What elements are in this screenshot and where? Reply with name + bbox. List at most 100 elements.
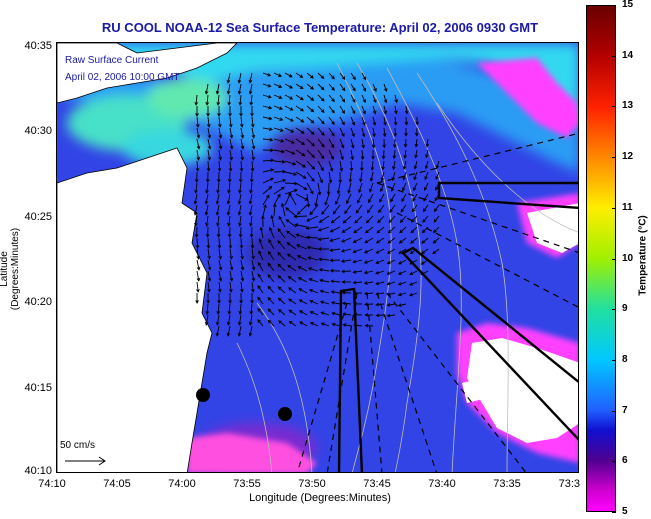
current-vector	[229, 248, 232, 259]
current-vector	[251, 127, 255, 138]
current-vector-head	[397, 282, 402, 286]
current-vector	[394, 105, 397, 114]
current-vector	[342, 215, 352, 224]
current-vector-head	[196, 277, 201, 282]
current-vector	[196, 116, 199, 127]
current-vector-head	[392, 155, 397, 160]
current-vector-head	[227, 102, 232, 106]
current-vector-head	[292, 161, 297, 166]
current-vector	[372, 94, 377, 103]
current-vector	[335, 193, 341, 205]
current-vector-head	[353, 229, 358, 234]
current-vector-head	[347, 189, 351, 194]
current-vector-head	[237, 79, 242, 84]
current-vector	[196, 160, 199, 172]
current-vector-head	[371, 155, 375, 160]
current-vector	[339, 105, 345, 114]
current-vector-head	[352, 87, 356, 92]
current-vector-head	[328, 179, 333, 184]
current-vector-head	[320, 300, 324, 305]
current-vector-head	[249, 179, 254, 183]
current-vector-head	[404, 121, 409, 126]
current-vector-head	[267, 285, 272, 290]
lon-tick-label: 74:10	[38, 478, 66, 490]
current-vector-head	[413, 176, 417, 181]
colorbar-title: Temperature (°C)	[637, 215, 649, 296]
current-vector	[229, 116, 232, 127]
current-vector-head	[286, 230, 290, 235]
current-vector-head	[422, 208, 427, 213]
current-vector-head	[228, 168, 233, 172]
current-vector-head	[217, 113, 221, 117]
current-vector-head	[195, 113, 199, 117]
current-vector-head	[390, 187, 395, 192]
current-vector-head	[341, 98, 346, 103]
current-vector-head	[226, 332, 231, 337]
current-vector	[298, 266, 308, 272]
current-vector	[196, 138, 200, 149]
current-vector-head	[341, 121, 345, 126]
current-vector-head	[267, 83, 272, 88]
current-vector	[376, 248, 385, 254]
current-vector	[354, 313, 363, 316]
station-marker	[278, 407, 292, 421]
current-vector	[251, 149, 255, 160]
current-vector	[382, 160, 385, 170]
current-vector	[435, 182, 440, 191]
current-vector	[337, 182, 341, 194]
current-vector-head	[424, 165, 429, 170]
current-vector	[383, 116, 386, 125]
current-vector-head	[218, 255, 222, 260]
current-vector-head	[360, 156, 365, 161]
current-vector-head	[269, 127, 274, 132]
lon-tick-label: 74:05	[103, 478, 131, 490]
current-vector-head	[340, 156, 344, 161]
current-vector	[372, 127, 375, 137]
current-vector-head	[205, 189, 209, 194]
current-vector-head	[298, 288, 303, 292]
current-vector	[216, 325, 220, 336]
current-vector	[329, 237, 341, 242]
current-vector-head	[375, 239, 380, 244]
current-vector-head	[383, 88, 388, 92]
current-vector-head	[300, 130, 305, 134]
current-vector	[287, 265, 297, 272]
current-vector-head	[329, 268, 334, 273]
current-vector-head	[237, 321, 242, 326]
current-vector	[333, 204, 341, 214]
current-vector-head	[278, 320, 282, 324]
current-vector	[273, 127, 284, 132]
current-vector	[262, 116, 272, 120]
current-vector	[398, 292, 407, 296]
current-vector-head	[310, 119, 315, 124]
current-vector-head	[306, 218, 310, 222]
current-vector	[353, 281, 363, 284]
current-vector	[339, 127, 345, 137]
current-vector-head	[289, 85, 293, 89]
current-vector	[277, 263, 286, 272]
current-vector-head	[195, 300, 199, 304]
current-vector	[206, 215, 209, 226]
current-vector	[273, 105, 283, 110]
current-vector	[196, 270, 200, 281]
current-vector	[317, 171, 323, 183]
current-vector-head	[309, 211, 314, 216]
lon-tick-label: 73:55	[233, 478, 261, 490]
current-vector	[238, 83, 242, 94]
current-vector	[196, 259, 200, 270]
colorbar-tick-mark	[612, 461, 616, 463]
current-vector	[257, 274, 264, 283]
current-vector	[371, 160, 374, 171]
current-vector	[205, 204, 209, 215]
current-vector	[400, 204, 407, 213]
current-vector	[342, 292, 352, 294]
current-vector-head	[364, 302, 368, 307]
current-vector	[287, 253, 297, 261]
current-vector	[273, 72, 282, 77]
current-vector	[361, 94, 366, 103]
current-vector-head	[342, 312, 347, 316]
current-vector	[319, 269, 330, 272]
current-vector	[250, 94, 253, 105]
current-vector-head	[204, 90, 209, 95]
current-vector	[328, 116, 335, 125]
